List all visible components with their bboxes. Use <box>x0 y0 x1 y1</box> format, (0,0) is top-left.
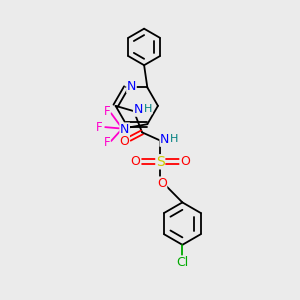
Text: F: F <box>96 121 103 134</box>
Text: N: N <box>120 123 129 136</box>
Text: S: S <box>156 155 165 169</box>
Text: Cl: Cl <box>176 256 188 269</box>
Text: O: O <box>130 155 140 168</box>
Text: O: O <box>119 135 129 148</box>
Text: H: H <box>144 104 152 114</box>
Text: N: N <box>127 80 136 92</box>
Text: H: H <box>170 134 178 144</box>
Text: F: F <box>103 136 110 149</box>
Text: F: F <box>103 105 110 118</box>
Text: O: O <box>157 177 167 190</box>
Text: N: N <box>160 133 169 146</box>
Text: N: N <box>134 103 143 116</box>
Text: O: O <box>180 155 190 168</box>
